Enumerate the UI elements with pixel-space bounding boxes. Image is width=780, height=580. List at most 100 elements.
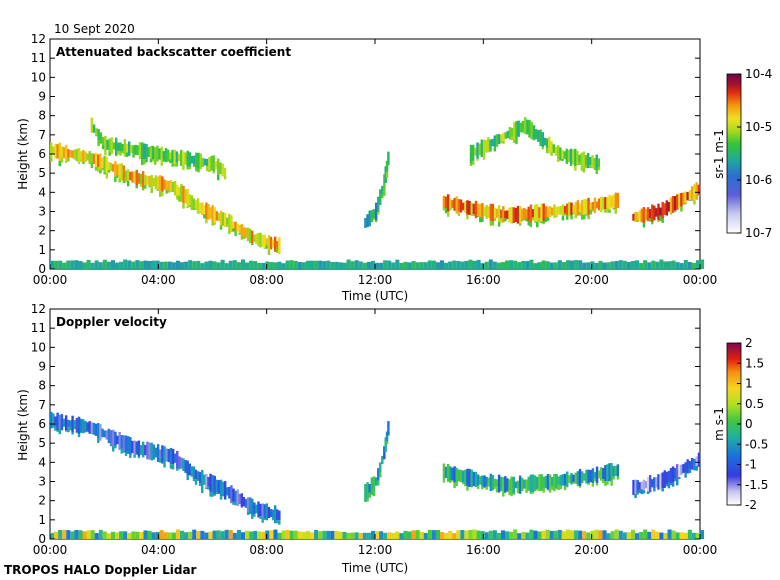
cloud-fringe-cell — [550, 152, 553, 156]
cloud-fringe-cell — [489, 147, 492, 152]
cloud-cell — [574, 202, 577, 215]
surface-layer-cell — [310, 260, 315, 269]
surface-layer-cell — [452, 533, 457, 539]
cloud-cell — [149, 145, 153, 160]
cloud-cell — [146, 441, 149, 460]
cloud-fringe-cell — [572, 212, 575, 215]
cloud-cell — [655, 477, 658, 488]
surface-layer-cell — [598, 530, 603, 539]
cloud-cell — [533, 204, 537, 222]
cloud-fringe-cell — [261, 517, 264, 523]
cloud-cell — [676, 194, 679, 210]
cloud-cell — [541, 132, 544, 148]
surface-layer-cell — [545, 261, 550, 269]
surface-layer-cell — [533, 530, 538, 539]
colorbar — [726, 73, 742, 234]
y-tick-label: 0 — [38, 262, 46, 276]
surface-layer-cell — [167, 532, 172, 539]
surface-layer-cell — [671, 260, 676, 269]
cloud-fringe-cell — [553, 488, 556, 492]
cloud-fringe-cell — [561, 215, 565, 221]
cloud-cell — [676, 464, 679, 481]
surface-layer-cell — [58, 260, 63, 269]
cloud-cell — [695, 456, 698, 466]
cloud-cell — [368, 210, 371, 227]
cloud-cell — [491, 474, 495, 491]
cloud-cell — [593, 197, 597, 214]
cloud-fringe-cell — [198, 212, 202, 214]
cloud-cell — [196, 198, 200, 214]
cloud-fringe-cell — [385, 172, 389, 178]
cloud-cell — [67, 419, 70, 427]
cloud-fringe-cell — [194, 208, 198, 211]
cloud-fringe-cell — [544, 218, 548, 223]
surface-layer-cell — [440, 532, 445, 539]
cloud-cell — [90, 153, 94, 163]
cloud-fringe-cell — [516, 488, 520, 494]
cloud-fringe-cell — [198, 483, 202, 487]
cloud-cell — [385, 160, 389, 173]
cloud-cell — [583, 473, 586, 481]
cloud-cell — [682, 192, 685, 205]
cloud-fringe-cell — [242, 236, 246, 239]
surface-layer-cell — [175, 529, 180, 539]
x-axis-label: Time (UTC) — [341, 289, 408, 303]
cloud-cell — [555, 206, 558, 216]
surface-layer-cell — [496, 532, 501, 539]
cloud-fringe-cell — [192, 479, 196, 482]
cloud-cell — [180, 149, 183, 166]
x-ticks: 00:00 04:00 08:00 12:00 16:00 20:00 00:00 — [33, 39, 717, 287]
cloud-fringe-cell — [141, 159, 144, 166]
cloud-cell — [534, 129, 538, 140]
surface-layer-cell — [196, 530, 201, 539]
cloud-fringe-cell — [126, 180, 130, 187]
cloud-cell — [540, 474, 543, 491]
surface-layer-cell — [208, 531, 213, 539]
y-tick-label: 9 — [38, 90, 46, 104]
y-tick-label: 12 — [31, 32, 46, 46]
surface-layer-cell — [106, 533, 111, 539]
cloud-cell — [476, 203, 480, 217]
cloud-cell — [545, 138, 549, 149]
surface-layer-cell — [411, 530, 416, 539]
cloud-cell — [464, 469, 467, 485]
surface-layer-cell — [643, 260, 648, 269]
cloud-fringe-cell — [124, 177, 128, 183]
cloud-cell — [483, 475, 486, 488]
cloud-cell — [192, 198, 196, 208]
cloud-fringe-cell — [251, 515, 254, 519]
surface-layer-cell — [456, 530, 461, 539]
cloud-fringe-cell — [122, 450, 126, 453]
cloud-fringe-cell — [491, 221, 495, 226]
cloud-cell — [502, 477, 505, 492]
cloud-cell — [479, 203, 482, 218]
cloud-cell — [364, 484, 367, 502]
cloud-fringe-cell — [209, 491, 212, 497]
cloud-fringe-cell — [101, 168, 104, 171]
cloud-cell — [559, 205, 563, 215]
cloud-cell — [553, 204, 556, 219]
cloud-fringe-cell — [238, 233, 241, 235]
cloud-cell — [493, 478, 497, 488]
surface-layer-cell — [415, 262, 420, 269]
cloud-fringe-cell — [148, 186, 151, 188]
cloud-cell — [442, 195, 446, 209]
cloud-cell — [379, 462, 382, 472]
cloud-fringe-cell — [444, 208, 448, 214]
surface-layer-cell — [565, 529, 570, 539]
cloud-cell — [133, 440, 136, 455]
cloud-cell — [514, 207, 518, 222]
surface-layer-cell — [570, 260, 575, 269]
cloud-cell — [147, 147, 150, 158]
cloud-cell — [137, 440, 141, 457]
cloud-cell — [667, 201, 671, 212]
cloud-cell — [194, 200, 198, 209]
surface-layer-cell — [163, 261, 168, 269]
surface-layer-cell — [423, 532, 428, 539]
cloud-cell — [459, 469, 463, 483]
cloud-fringe-cell — [207, 486, 210, 490]
cloud-cell — [171, 149, 174, 163]
cloud-fringe-cell — [557, 484, 560, 490]
surface-layer-cell — [687, 529, 692, 539]
cloud-fringe-cell — [201, 165, 205, 167]
